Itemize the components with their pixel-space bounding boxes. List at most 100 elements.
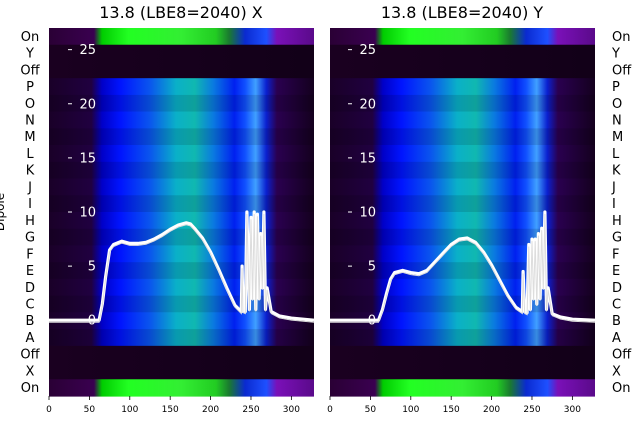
heatmap-row (49, 61, 314, 79)
chart-title: 13.8 (LBE8=2040) Y (381, 3, 544, 22)
x-tick-label: 50 (84, 405, 96, 415)
heatmap-row-shade (49, 329, 314, 346)
row-label: Y (25, 47, 34, 62)
row-label: D (612, 281, 622, 296)
row-label: O (612, 97, 622, 112)
heatmap-row (49, 329, 314, 347)
heatmap-row (330, 161, 595, 180)
row-label: A (26, 331, 35, 346)
row-label: N (612, 114, 622, 129)
row-label: On (21, 381, 39, 396)
row-label: B (26, 314, 35, 329)
x-tick-label: 300 (283, 405, 300, 415)
row-label: X (26, 364, 35, 379)
heatmap-row (330, 61, 595, 79)
overlay-y-tick-label: 10 (79, 206, 96, 221)
overlay-y-tick-label: 20 (79, 97, 96, 112)
heatmap-row (49, 145, 314, 163)
heatmap-row (330, 312, 595, 330)
row-label: Off (612, 63, 632, 78)
heatmap-row-shade (330, 128, 595, 146)
heatmap-row (49, 195, 314, 213)
row-label: Off (20, 348, 40, 363)
heatmap-row (49, 312, 314, 330)
row-label: Y (611, 47, 620, 62)
heatmap-row (49, 28, 314, 46)
heatmap-row (49, 44, 314, 63)
heatmap-row (330, 195, 595, 213)
heatmap-row (49, 94, 314, 113)
heatmap-row (49, 278, 314, 297)
heatmap-row (330, 379, 595, 397)
row-label: I (28, 197, 32, 212)
x-tick-label: 200 (483, 405, 500, 415)
heatmap-row (330, 78, 595, 96)
heatmap-row (49, 78, 314, 96)
x-tick-label: 0 (46, 405, 52, 415)
heatmap-row-shade (49, 128, 314, 146)
x-tick-label: 250 (242, 405, 259, 415)
overlay-y-tick-label: 5 (368, 260, 376, 275)
row-label: G (612, 231, 622, 246)
x-tick-label: 150 (443, 405, 460, 415)
row-label: L (26, 147, 34, 162)
overlay-y-tick-label: 25 (359, 43, 376, 58)
overlay-y-tick-label: 15 (359, 151, 376, 166)
chart-title: 13.8 (LBE8=2040) X (99, 3, 263, 22)
heatmap-row (330, 212, 595, 230)
heatmap-row-shade (49, 295, 314, 313)
overlay-line-shadow (330, 213, 596, 323)
row-label: A (612, 331, 621, 346)
overlay-y-tick-label: 10 (359, 206, 376, 221)
row-label: J (611, 180, 616, 195)
overlay-y-tick-label: 15 (79, 151, 96, 166)
heatmap-row (49, 111, 314, 129)
row-label: L (612, 147, 620, 162)
heatmap-row (49, 178, 314, 196)
row-label: D (25, 281, 35, 296)
x-tick-label: 100 (121, 405, 138, 415)
heatmap-row (330, 44, 595, 63)
heatmap-row-shade (330, 295, 595, 313)
heatmap-row-shade (330, 329, 595, 346)
overlay-y-tick-label: 5 (88, 260, 96, 275)
row-label: P (612, 80, 620, 95)
row-label: C (612, 298, 621, 313)
row-label: F (612, 247, 619, 262)
row-label: Off (20, 63, 40, 78)
row-label: K (612, 164, 621, 179)
x-tick-label: 50 (365, 405, 377, 415)
heatmap-row (330, 362, 595, 380)
row-label: On (612, 381, 630, 396)
x-tick-label: 100 (402, 405, 419, 415)
heatmap-row-shade (49, 161, 314, 179)
heatmap-row (330, 128, 595, 146)
heatmap-row (330, 94, 595, 113)
heatmap-row-shade (49, 228, 314, 246)
heatmap-row (330, 145, 595, 163)
heatmap-row-shade (330, 161, 595, 179)
heatmap-row (330, 345, 595, 364)
row-label: K (26, 164, 35, 179)
heatmap-row (330, 178, 595, 196)
row-label: G (25, 231, 35, 246)
row-label: C (25, 298, 34, 313)
heatmap-row (330, 278, 595, 297)
overlay-line-shadow (49, 213, 315, 323)
overlay-y-tick-label: 25 (79, 43, 96, 58)
heatmap-row (330, 111, 595, 129)
row-label: F (26, 247, 33, 262)
row-label: H (612, 214, 622, 229)
row-label: B (612, 314, 621, 329)
row-label: On (21, 30, 39, 45)
heatmap-row (49, 128, 314, 146)
heatmap-row (330, 329, 595, 347)
x-tick-label: 0 (327, 405, 333, 415)
heatmap-row (49, 379, 314, 397)
row-label: Off (612, 348, 632, 363)
row-label: On (612, 30, 630, 45)
row-label: E (612, 264, 620, 279)
